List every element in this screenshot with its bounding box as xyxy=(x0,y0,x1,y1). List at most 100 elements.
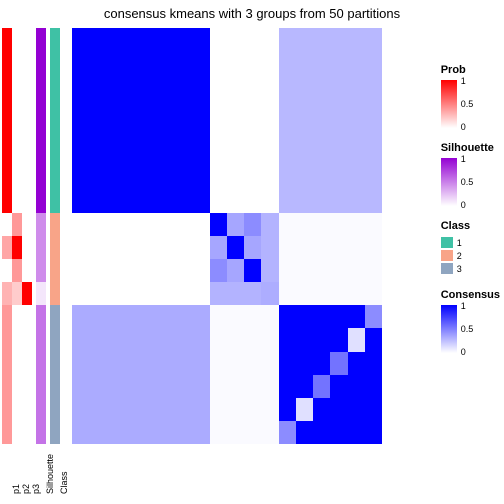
heat-cell xyxy=(313,144,330,167)
heat-cell xyxy=(72,259,89,282)
heat-cell xyxy=(296,144,313,167)
heat-cell xyxy=(193,282,210,305)
heat-cell xyxy=(330,305,347,328)
heat-cell xyxy=(365,236,382,259)
ann-cell xyxy=(36,120,46,143)
ann-cell xyxy=(50,190,60,213)
heat-cell xyxy=(313,421,330,444)
heat-cell xyxy=(330,74,347,97)
heat-cell xyxy=(141,421,158,444)
heat-cell xyxy=(227,421,244,444)
ann-cell xyxy=(22,282,32,305)
heat-cell xyxy=(296,398,313,421)
heat-cell xyxy=(175,352,192,375)
heatmap-panel xyxy=(2,28,382,444)
heat-cell xyxy=(193,259,210,282)
ann-cell xyxy=(22,213,32,236)
ann-col-class xyxy=(50,28,60,444)
heat-cell xyxy=(244,236,261,259)
ann-label: p3 xyxy=(31,484,41,494)
heat-cell xyxy=(227,328,244,351)
heat-cell xyxy=(244,398,261,421)
heat-cell xyxy=(210,51,227,74)
legend-label: 3 xyxy=(457,264,462,274)
heat-cell xyxy=(313,190,330,213)
heat-cell xyxy=(106,375,123,398)
ann-cell xyxy=(36,190,46,213)
legend-class: Class123 xyxy=(441,220,500,275)
heat-cell xyxy=(244,305,261,328)
heat-cell xyxy=(279,375,296,398)
heat-cell xyxy=(141,398,158,421)
heat-cell xyxy=(210,213,227,236)
heat-cell xyxy=(175,236,192,259)
heat-cell xyxy=(72,144,89,167)
heat-cell xyxy=(72,190,89,213)
ann-cell xyxy=(50,51,60,74)
heat-cell xyxy=(244,352,261,375)
ann-cell xyxy=(22,190,32,213)
heat-cell xyxy=(313,236,330,259)
heat-cell xyxy=(296,213,313,236)
heat-cell xyxy=(141,74,158,97)
heat-cell xyxy=(227,74,244,97)
legend-title: Class xyxy=(441,220,500,232)
heat-cell xyxy=(330,282,347,305)
heat-cell xyxy=(124,398,141,421)
ann-cell xyxy=(12,144,22,167)
heat-cell xyxy=(261,375,278,398)
heat-cell xyxy=(210,259,227,282)
heat-cell xyxy=(313,28,330,51)
ann-cell xyxy=(36,375,46,398)
heat-cell xyxy=(158,305,175,328)
legends-panel: Prob10.50Silhouette10.50Class123Consensu… xyxy=(441,64,500,367)
heat-cell xyxy=(89,51,106,74)
legend-tick: 0 xyxy=(461,347,474,357)
ann-cell xyxy=(2,120,12,143)
heat-cell xyxy=(348,259,365,282)
page-title: consensus kmeans with 3 groups from 50 p… xyxy=(0,0,504,21)
ann-cell xyxy=(36,259,46,282)
heat-cell xyxy=(330,190,347,213)
heat-cell xyxy=(365,74,382,97)
heat-cell xyxy=(141,144,158,167)
heat-cell xyxy=(175,328,192,351)
ann-cell xyxy=(36,167,46,190)
heat-cell xyxy=(124,282,141,305)
ann-cell xyxy=(2,213,12,236)
ann-cell xyxy=(2,328,12,351)
heat-cell xyxy=(313,305,330,328)
ann-cell xyxy=(22,398,32,421)
heat-cell xyxy=(227,97,244,120)
heat-cell xyxy=(244,120,261,143)
heat-cell xyxy=(365,305,382,328)
heat-cell xyxy=(296,74,313,97)
heat-cell xyxy=(193,28,210,51)
heat-cell xyxy=(330,144,347,167)
ann-cell xyxy=(22,97,32,120)
heat-cell xyxy=(296,328,313,351)
heat-cell xyxy=(141,97,158,120)
heat-cell xyxy=(244,421,261,444)
heat-cell xyxy=(72,213,89,236)
heat-cell xyxy=(175,97,192,120)
heat-cell xyxy=(141,375,158,398)
ann-cell xyxy=(22,144,32,167)
heat-cell xyxy=(227,375,244,398)
heat-cell xyxy=(72,97,89,120)
heat-cell xyxy=(141,51,158,74)
ann-label: p2 xyxy=(21,484,31,494)
heat-cell xyxy=(279,97,296,120)
heat-cell xyxy=(124,51,141,74)
heat-cell xyxy=(106,328,123,351)
heat-cell xyxy=(106,97,123,120)
heat-cell xyxy=(175,190,192,213)
ann-cell xyxy=(2,421,12,444)
heat-cell xyxy=(261,213,278,236)
heat-cell xyxy=(72,352,89,375)
legend-tick: 1 xyxy=(461,154,474,164)
heat-cell xyxy=(348,120,365,143)
heat-cell xyxy=(279,213,296,236)
heat-cell xyxy=(141,305,158,328)
heat-cell xyxy=(124,144,141,167)
